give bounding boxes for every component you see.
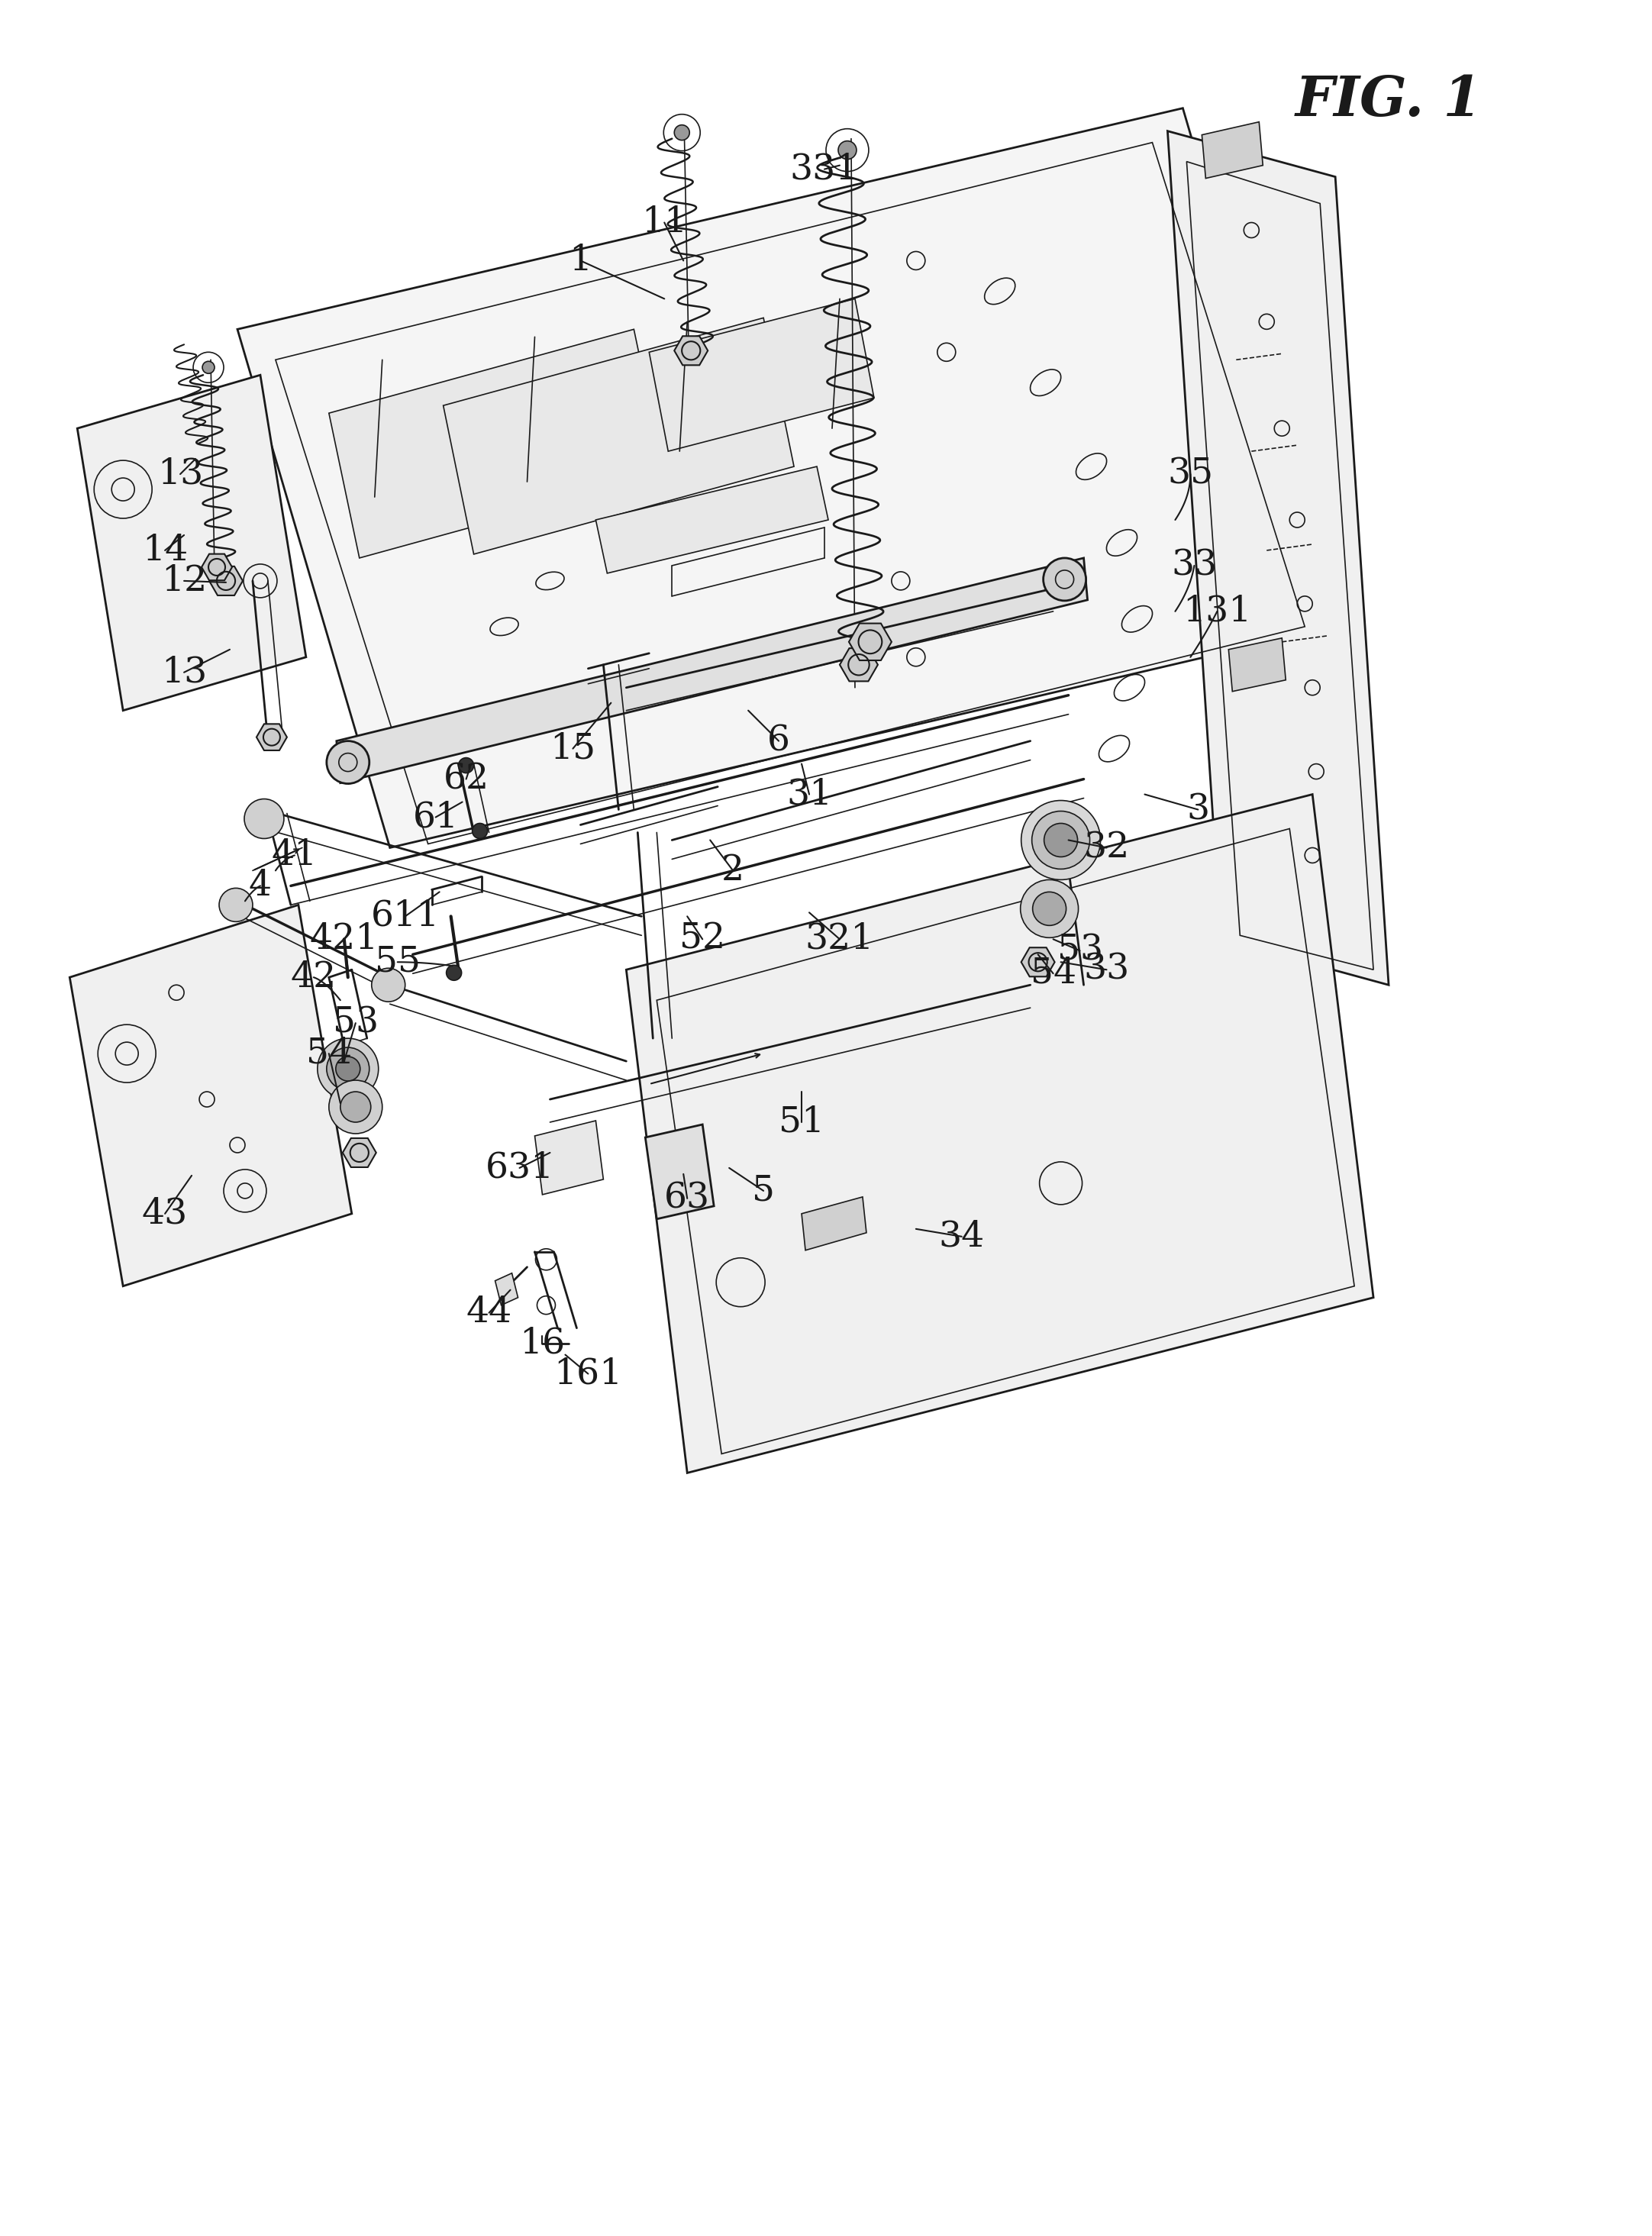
Text: FIG. 1: FIG. 1 — [1295, 74, 1482, 127]
Text: 34: 34 — [938, 1219, 985, 1254]
Text: 3: 3 — [1186, 792, 1209, 827]
Polygon shape — [238, 107, 1335, 847]
Text: 421: 421 — [309, 921, 378, 957]
Text: 16: 16 — [519, 1326, 565, 1359]
Polygon shape — [535, 1120, 603, 1194]
Polygon shape — [1168, 132, 1389, 984]
Text: 611: 611 — [370, 899, 439, 935]
Text: 12: 12 — [160, 563, 206, 599]
Polygon shape — [69, 906, 352, 1286]
Circle shape — [838, 141, 856, 159]
Polygon shape — [839, 648, 877, 682]
Polygon shape — [256, 724, 287, 751]
Text: 321: 321 — [805, 921, 874, 957]
Polygon shape — [78, 376, 306, 711]
Text: 1: 1 — [568, 244, 591, 277]
Circle shape — [1032, 812, 1090, 870]
Text: 161: 161 — [553, 1357, 623, 1391]
Text: 54: 54 — [306, 1035, 352, 1071]
Circle shape — [1021, 800, 1100, 879]
Circle shape — [1032, 892, 1066, 926]
Text: 42: 42 — [291, 959, 337, 995]
Text: 61: 61 — [413, 800, 459, 834]
Text: 53: 53 — [332, 1006, 378, 1040]
Text: 11: 11 — [641, 206, 687, 239]
Circle shape — [202, 362, 215, 373]
Text: 15: 15 — [550, 731, 596, 767]
Circle shape — [317, 1038, 378, 1100]
Text: 331: 331 — [790, 152, 859, 186]
Circle shape — [340, 1091, 370, 1122]
Text: 6: 6 — [767, 724, 790, 758]
Polygon shape — [1021, 948, 1054, 977]
Text: 631: 631 — [486, 1152, 553, 1185]
Polygon shape — [496, 1272, 519, 1306]
Polygon shape — [329, 329, 664, 559]
Text: 52: 52 — [679, 921, 725, 957]
Polygon shape — [1203, 123, 1262, 179]
Polygon shape — [646, 1125, 714, 1219]
Text: 62: 62 — [443, 762, 489, 796]
Text: 51: 51 — [778, 1105, 824, 1140]
Text: 53: 53 — [1057, 932, 1104, 968]
Text: 4: 4 — [249, 868, 273, 903]
Text: 63: 63 — [664, 1181, 710, 1216]
Circle shape — [472, 823, 487, 838]
Text: 35: 35 — [1168, 456, 1213, 492]
Text: 54: 54 — [1031, 957, 1075, 991]
Polygon shape — [202, 555, 231, 581]
Polygon shape — [801, 1196, 866, 1250]
Circle shape — [244, 798, 284, 838]
Polygon shape — [337, 559, 1087, 783]
Text: 55: 55 — [375, 946, 420, 979]
Polygon shape — [849, 624, 892, 660]
Polygon shape — [626, 794, 1373, 1474]
Circle shape — [372, 968, 405, 1002]
Text: 41: 41 — [271, 838, 317, 872]
Polygon shape — [1229, 637, 1285, 691]
Text: 44: 44 — [466, 1295, 512, 1330]
Text: 33: 33 — [1084, 953, 1130, 986]
Circle shape — [1021, 879, 1079, 937]
Text: 5: 5 — [752, 1174, 775, 1207]
Polygon shape — [342, 1138, 377, 1167]
Circle shape — [1044, 559, 1085, 601]
Polygon shape — [649, 300, 874, 452]
Circle shape — [446, 966, 461, 979]
Circle shape — [327, 740, 370, 783]
Polygon shape — [596, 467, 828, 572]
Polygon shape — [443, 318, 795, 555]
Circle shape — [335, 1058, 360, 1080]
Text: 14: 14 — [142, 532, 188, 568]
Text: 32: 32 — [1084, 830, 1130, 865]
Circle shape — [674, 125, 689, 141]
Circle shape — [329, 1080, 382, 1134]
Text: 13: 13 — [160, 655, 206, 689]
Polygon shape — [674, 335, 707, 364]
Text: 131: 131 — [1183, 595, 1252, 628]
Circle shape — [220, 888, 253, 921]
Circle shape — [1044, 823, 1077, 856]
Polygon shape — [210, 566, 243, 595]
Text: 13: 13 — [157, 456, 203, 492]
Circle shape — [327, 1046, 370, 1091]
Circle shape — [459, 758, 474, 774]
Text: 43: 43 — [142, 1196, 188, 1232]
Text: 33: 33 — [1171, 548, 1218, 584]
Text: 2: 2 — [722, 854, 745, 888]
Text: 31: 31 — [786, 778, 833, 812]
